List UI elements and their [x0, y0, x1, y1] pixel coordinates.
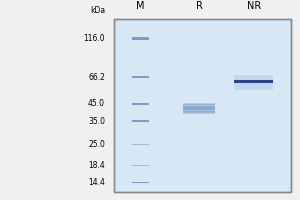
Text: 116.0: 116.0	[83, 34, 105, 43]
FancyBboxPatch shape	[183, 103, 215, 105]
FancyBboxPatch shape	[114, 19, 291, 192]
FancyBboxPatch shape	[132, 165, 149, 166]
Text: M: M	[136, 1, 145, 11]
FancyBboxPatch shape	[132, 120, 149, 122]
FancyBboxPatch shape	[132, 144, 149, 145]
FancyBboxPatch shape	[183, 108, 215, 110]
FancyBboxPatch shape	[234, 80, 273, 83]
FancyBboxPatch shape	[183, 106, 215, 108]
FancyBboxPatch shape	[183, 109, 215, 112]
FancyBboxPatch shape	[234, 75, 273, 90]
Text: 14.4: 14.4	[88, 178, 105, 187]
FancyBboxPatch shape	[183, 107, 215, 109]
FancyBboxPatch shape	[132, 37, 149, 40]
Text: 45.0: 45.0	[88, 99, 105, 108]
Text: NR: NR	[247, 1, 261, 11]
FancyBboxPatch shape	[132, 103, 149, 105]
FancyBboxPatch shape	[132, 182, 149, 183]
Text: 18.4: 18.4	[88, 161, 105, 170]
Text: kDa: kDa	[90, 6, 105, 15]
FancyBboxPatch shape	[183, 112, 215, 114]
FancyBboxPatch shape	[183, 104, 215, 107]
Text: 66.2: 66.2	[88, 73, 105, 82]
Text: 35.0: 35.0	[88, 117, 105, 126]
Text: R: R	[196, 1, 202, 11]
FancyBboxPatch shape	[132, 76, 149, 78]
Text: 25.0: 25.0	[88, 140, 105, 149]
FancyBboxPatch shape	[183, 111, 215, 113]
